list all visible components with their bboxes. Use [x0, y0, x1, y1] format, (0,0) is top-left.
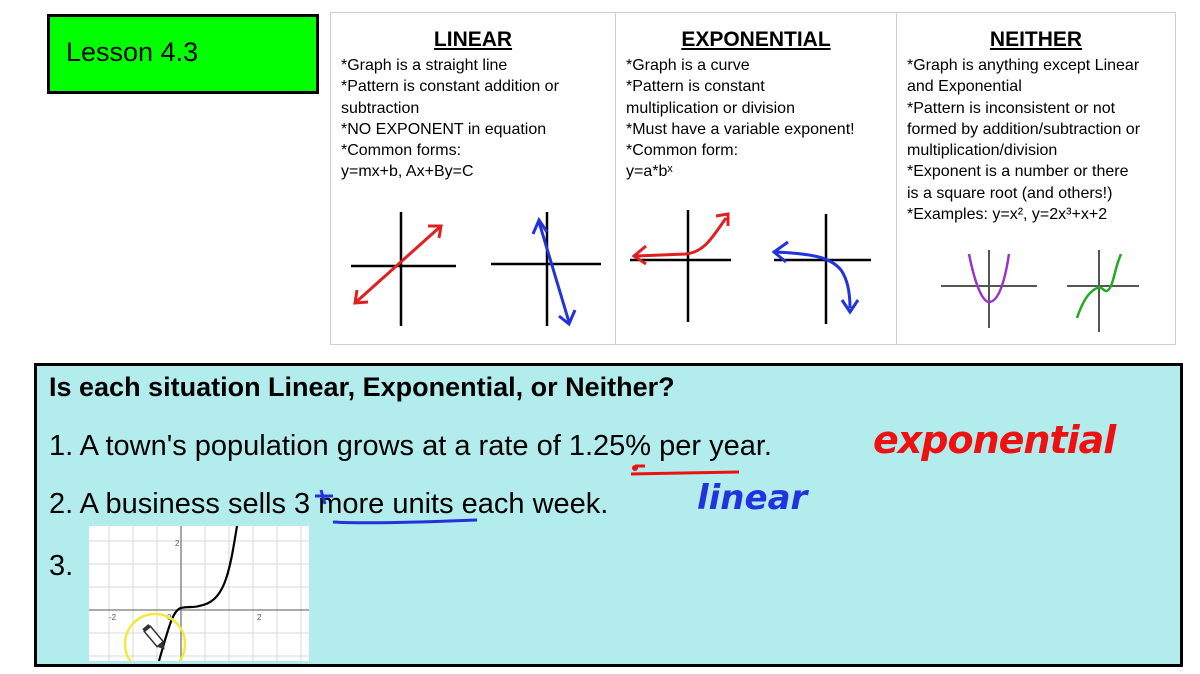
- neither-line: *Examples: y=x², y=2x³+x+2: [907, 206, 1108, 224]
- exponential-heading: EXPONENTIAL: [681, 28, 831, 51]
- linear-line: subtraction: [341, 99, 420, 117]
- question-1-answer: exponential: [873, 418, 1116, 462]
- highlighter-cursor-ring: [123, 612, 187, 674]
- neither-sketch-graphs: [941, 250, 1139, 332]
- lesson-title-box: Lesson 4.3: [47, 14, 319, 94]
- x-tick-label: 2: [257, 613, 262, 622]
- lesson-title: Lesson 4.3: [66, 37, 199, 67]
- question-1-underline-ink: [630, 464, 740, 476]
- exponential-line: *Common form:: [626, 142, 739, 160]
- neither-line: *Pattern is inconsistent or not: [907, 99, 1116, 117]
- exponential-column: EXPONENTIAL *Graph is a curve *Pattern i…: [615, 13, 896, 344]
- neither-line: *Graph is anything except Linear: [907, 57, 1140, 74]
- neither-line: multiplication/division: [907, 142, 1058, 160]
- question-heading: Is each situation Linear, Exponential, o…: [49, 372, 675, 402]
- linear-column: LINEAR *Graph is a straight line *Patter…: [331, 13, 615, 344]
- exponential-line: y=a*bˣ: [626, 163, 673, 181]
- x-tick-label: -2: [109, 613, 117, 622]
- question-3-graph: -2 0 2 2: [89, 525, 309, 674]
- pencil-icon[interactable]: [142, 623, 167, 652]
- linear-line: *Pattern is constant addition or: [341, 78, 559, 96]
- linear-sketch-graphs: [351, 212, 601, 327]
- linear-line: y=mx+b, Ax+By=C: [341, 163, 474, 181]
- question-1-text-after: per year.: [651, 430, 772, 462]
- question-panel: Is each situation Linear, Exponential, o…: [34, 363, 1183, 674]
- neither-column: NEITHER *Graph is anything except Linear…: [896, 13, 1175, 344]
- question-2-text-after: each week.: [453, 488, 609, 520]
- exponential-line: *Pattern is constant: [626, 78, 765, 96]
- cubic-graph: -2 0 2 2: [89, 525, 309, 674]
- neither-line: formed by addition/subtraction or: [907, 120, 1141, 138]
- exponential-line: *Must have a variable exponent!: [626, 120, 855, 138]
- y-tick-label: 2: [175, 539, 180, 548]
- linear-line: *Common forms:: [341, 142, 462, 160]
- question-1: 1. A town's population grows at a rate o…: [49, 430, 772, 463]
- exponential-sketch-graphs: [630, 210, 871, 324]
- question-1-text-before: 1. A town's population grows at a rate o…: [49, 430, 569, 462]
- question-2-answer: linear: [697, 478, 808, 518]
- neither-line: *Exponent is a number or there: [907, 163, 1129, 181]
- neither-bullets: *Graph is anything except Linear and Exp…: [907, 55, 1169, 225]
- neither-line: and Exponential: [907, 78, 1022, 96]
- question-3: 3.: [49, 550, 73, 583]
- exponential-line: *Graph is a curve: [626, 57, 750, 74]
- linear-heading: LINEAR: [433, 28, 513, 51]
- exponential-bullets: *Graph is a curve *Pattern is constant m…: [626, 55, 890, 183]
- exponential-line: multiplication or division: [626, 99, 795, 117]
- question-3-label: 3.: [49, 550, 74, 582]
- neither-heading: NEITHER: [989, 28, 1083, 51]
- reference-table: LINEAR *Graph is a straight line *Patter…: [330, 12, 1176, 345]
- linear-bullets: *Graph is a straight line *Pattern is co…: [341, 55, 609, 183]
- question-2-underline-ink: [315, 489, 478, 525]
- question-2-text-before: 2. A business sells: [49, 488, 295, 520]
- question-1-highlight: 1.25%: [568, 430, 652, 462]
- linear-line: *Graph is a straight line: [341, 57, 508, 74]
- linear-line: *NO EXPONENT in equation: [341, 120, 547, 138]
- neither-line: is a square root (and others!): [907, 184, 1113, 202]
